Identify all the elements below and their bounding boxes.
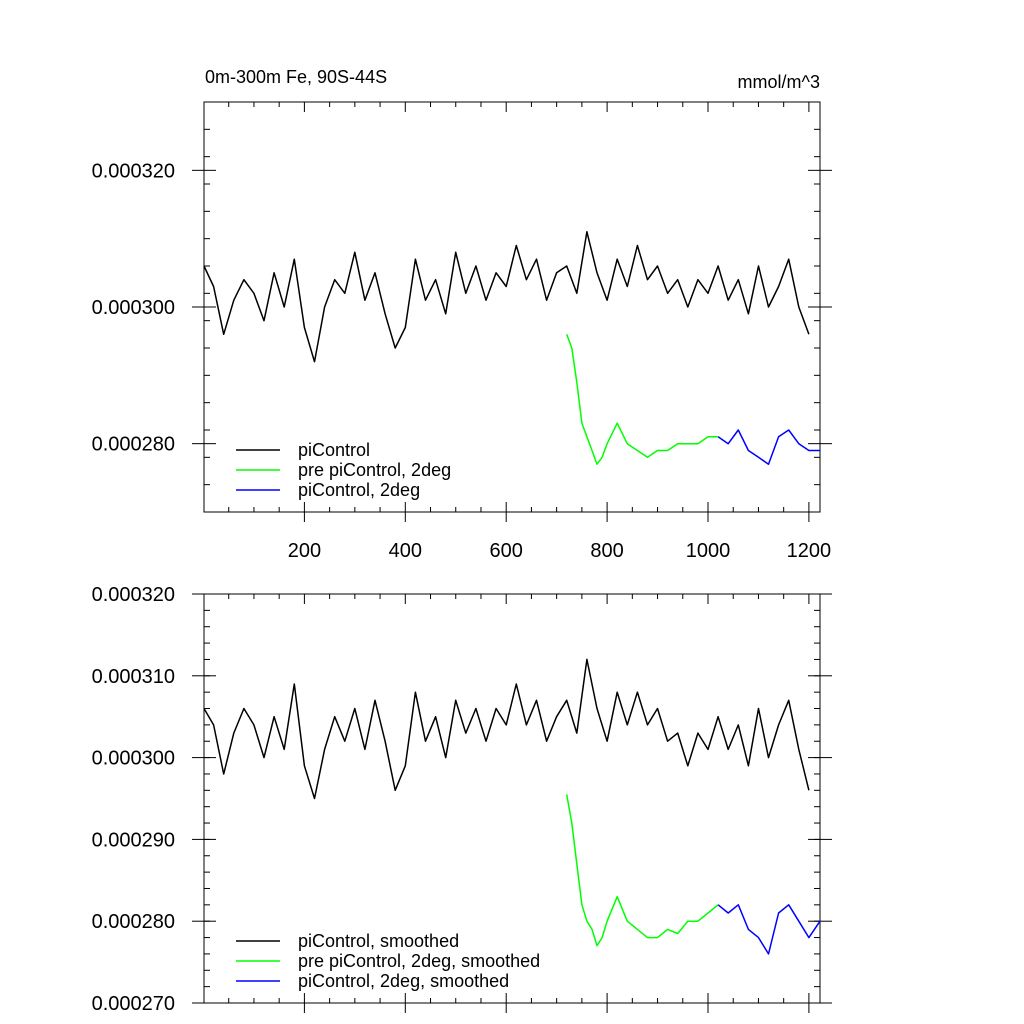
legend-label: pre piControl, 2deg, smoothed — [298, 951, 540, 971]
legend-label: piControl, 2deg — [298, 480, 420, 500]
top-panel: 0m-300m Fe, 90S-44S mmol/m^3 200 400 600 80… — [92, 67, 832, 562]
y-tick-label: 0.000320 — [92, 584, 175, 606]
series-line-0 — [203, 231, 810, 363]
plot-lines — [203, 231, 820, 465]
axis-tick-labels: 0.000270 0.000280 0.000290 0.000300 0.000310… — [92, 584, 175, 1015]
y-tick-label: 0.000270 — [92, 993, 175, 1015]
legend-label: piControl — [298, 440, 370, 460]
y-tick-label: 0.000290 — [92, 829, 175, 851]
chart-title: 0m-300m Fe, 90S-44S — [205, 67, 387, 87]
axis-tick-labels: 200 400 600 800 1000 1200 0.000280 0.000300 0.00… — [92, 160, 832, 562]
series-line-1 — [565, 334, 719, 465]
series-line-2 — [717, 904, 821, 955]
y-tick-label: 0.000280 — [92, 911, 175, 933]
legend-label: piControl, smoothed — [298, 931, 459, 951]
y-tick-label: 0.000300 — [92, 748, 175, 770]
legend-label: pre piControl, 2deg — [298, 460, 451, 480]
legend-label: piControl, 2deg, smoothed — [298, 971, 509, 991]
x-tick-label: 200 — [288, 540, 321, 562]
tick-marks — [192, 593, 832, 1013]
series-line-1 — [565, 794, 719, 947]
x-tick-label: 400 — [389, 540, 422, 562]
units-label: mmol/m^3 — [738, 72, 820, 92]
plot-frame — [203, 101, 821, 513]
x-tick-label: 1200 — [787, 540, 832, 562]
tick-marks — [192, 101, 832, 522]
y-tick-label: 0.000320 — [92, 160, 175, 182]
series-line-2 — [717, 429, 820, 465]
y-tick-label: 0.000300 — [92, 297, 175, 319]
bottom-panel: 0.000270 0.000280 0.000290 0.000300 0.000310… — [92, 584, 832, 1015]
x-tick-label: 800 — [590, 540, 623, 562]
y-tick-label: 0.000310 — [92, 666, 175, 688]
x-tick-label: 600 — [490, 540, 523, 562]
plot-frame — [203, 593, 821, 1004]
x-tick-label: 1000 — [686, 540, 731, 562]
plot-lines — [203, 658, 821, 955]
series-line-0 — [203, 658, 810, 800]
y-tick-label: 0.000280 — [92, 434, 175, 456]
